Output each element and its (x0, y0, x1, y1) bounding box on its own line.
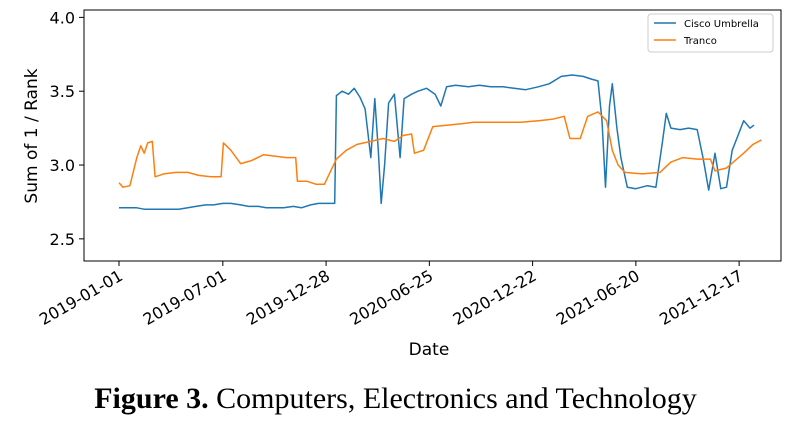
x-tick-label: 2020-06-25 (346, 266, 436, 329)
x-tick-label: 2019-01-01 (36, 266, 126, 329)
legend-label: Tranco (683, 36, 717, 47)
x-axis-label: Date (409, 340, 450, 360)
x-tick-label: 2020-12-22 (450, 266, 540, 329)
line-chart: 2.5 3.0 3.5 4.0 2019-01-01 2019-07-01 2019-12… (22, 8, 782, 360)
legend-frame (647, 13, 774, 53)
figure-caption: Figure 3. Computers, Electronics and Tec… (0, 382, 791, 416)
y-tick-label: 3.0 (50, 156, 75, 175)
series-line-cisco-umbrella (119, 74, 755, 211)
plot-area-frame (83, 9, 782, 262)
y-tick-label: 3.5 (50, 82, 75, 101)
figure-number: Figure 3. (94, 382, 209, 415)
legend: Cisco Umbrella Tranco (647, 13, 774, 53)
x-tick-label: 2019-07-01 (140, 266, 230, 329)
series-lines (118, 74, 762, 211)
figure-caption-text: Computers, Electronics and Technology (216, 382, 697, 415)
y-axis: 2.5 3.0 3.5 4.0 (50, 8, 84, 249)
x-tick-label: 2019-12-28 (243, 266, 333, 329)
y-tick-label: 2.5 (50, 230, 75, 249)
y-tick-label: 4.0 (50, 8, 75, 27)
legend-label: Cisco Umbrella (684, 19, 759, 30)
x-tick-label: 2021-06-20 (553, 266, 643, 329)
x-axis: 2019-01-01 2019-07-01 2019-12-28 2020-06-25… (36, 261, 746, 329)
y-axis-label: Sum of 1 / Rank (22, 68, 42, 203)
series-line-tranco (118, 111, 762, 188)
x-tick-label: 2021-12-17 (656, 266, 746, 329)
